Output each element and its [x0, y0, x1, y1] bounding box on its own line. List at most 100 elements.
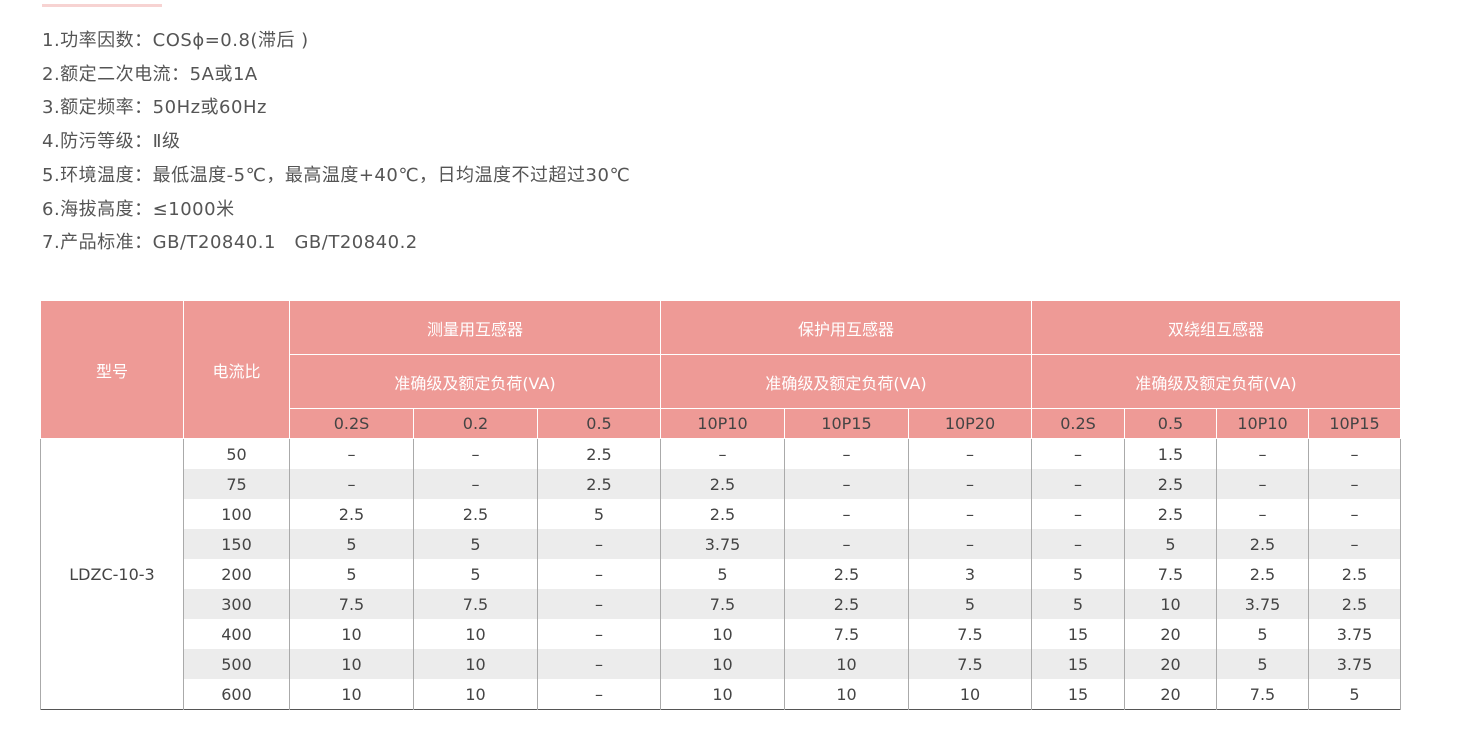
value-cell: 20	[1124, 649, 1217, 679]
value-cell: 3	[908, 559, 1032, 589]
value-cell: –	[1216, 469, 1309, 499]
value-cell: –	[413, 469, 538, 499]
ratio-cell: 600	[183, 679, 290, 710]
value-cell: –	[1216, 499, 1309, 529]
value-cell: 7.5	[1216, 679, 1309, 710]
table-row: 100 2.5 2.5 5 2.5– – –2.5– –	[41, 499, 1401, 529]
value-cell: 5	[1216, 649, 1309, 679]
value-cell: –	[289, 438, 414, 469]
value-cell: 2.5	[537, 438, 661, 469]
value-cell: 2.5	[1124, 499, 1217, 529]
value-cell: –	[537, 589, 661, 619]
value-cell: 2.5	[784, 559, 909, 589]
value-cell: –	[1031, 529, 1125, 559]
spec-table: 型号 电流比 测量用互感器 保护用互感器 双绕组互感器 准确级及额定负荷(VA)…	[40, 300, 1401, 710]
value-cell: 10	[660, 649, 785, 679]
value-cell: 2.5	[1216, 559, 1309, 589]
column-header: 0.2S	[1031, 408, 1125, 439]
spec-item: 5.环境温度：最低温度-5℃，最高温度+40℃，日均温度不过超过30℃	[42, 164, 631, 186]
value-cell: –	[537, 649, 661, 679]
table-row: 300 7.5 7.5–7.5 2.5 5 5 10 3.75 2.5	[41, 589, 1401, 619]
value-cell: 5	[1308, 679, 1401, 710]
value-cell: 10	[908, 679, 1032, 710]
value-cell: –	[908, 499, 1032, 529]
value-cell: 10	[1124, 589, 1217, 619]
value-cell: 7.5	[908, 619, 1032, 649]
value-cell: 2.5	[1216, 529, 1309, 559]
group-subheader: 准确级及额定负荷(VA)	[1031, 354, 1401, 409]
value-cell: –	[784, 499, 909, 529]
table-row: 500 10 10–10 10 7.5 15 20 5 3.75	[41, 649, 1401, 679]
value-cell: 7.5	[908, 649, 1032, 679]
group-header: 双绕组互感器	[1031, 300, 1401, 355]
value-cell: 10	[289, 649, 414, 679]
value-cell: 10	[784, 649, 909, 679]
value-cell: –	[537, 619, 661, 649]
value-cell: 5	[1031, 559, 1125, 589]
ratio-cell: 100	[183, 499, 290, 529]
value-cell: 7.5	[784, 619, 909, 649]
spec-item: 1.功率因数：COSϕ=0.8(滞后 )	[42, 30, 309, 51]
value-cell: 20	[1124, 619, 1217, 649]
value-cell: –	[1216, 438, 1309, 469]
table-row: 400 10 10–10 7.5 7.5 15 20 5 3.75	[41, 619, 1401, 649]
spec-item: 2.额定二次电流：5A或1A	[42, 63, 258, 85]
value-cell: –	[289, 469, 414, 499]
spec-list: 1.功率因数：COSϕ=0.8(滞后 ) 2.额定二次电流：5A或1A 3.额定…	[42, 24, 630, 260]
value-cell: 15	[1031, 679, 1125, 710]
ratio-cell: 150	[183, 529, 290, 559]
value-cell: –	[908, 529, 1032, 559]
group-subheader: 准确级及额定负荷(VA)	[660, 354, 1032, 409]
column-header: 0.2S	[289, 408, 414, 439]
value-cell: 5	[1216, 619, 1309, 649]
value-cell: –	[1308, 438, 1401, 469]
spec-item: 6.海拔高度：≤1000米	[42, 198, 235, 220]
value-cell: 1.5	[1124, 438, 1217, 469]
value-cell: 3.75	[660, 529, 785, 559]
value-cell: 10	[660, 619, 785, 649]
value-cell: 7.5	[660, 589, 785, 619]
value-cell: 2.5	[289, 499, 414, 529]
value-cell: –	[908, 438, 1032, 469]
column-header: 10P20	[908, 408, 1032, 439]
column-header: 10P15	[784, 408, 909, 439]
table-row: 75– –2.5 2.5– – –2.5– –	[41, 469, 1401, 499]
value-cell: 5	[537, 499, 661, 529]
value-cell: 5	[660, 559, 785, 589]
table-row: 200 5 5–5 2.5 3 5 7.5 2.5 2.5	[41, 559, 1401, 589]
ratio-cell: 200	[183, 559, 290, 589]
value-cell: 5	[413, 559, 538, 589]
value-cell: 2.5	[1124, 469, 1217, 499]
group-header: 保护用互感器	[660, 300, 1032, 355]
value-cell: 5	[908, 589, 1032, 619]
spec-item: 3.额定频率：50Hz或60Hz	[42, 97, 267, 119]
value-cell: 3.75	[1308, 649, 1401, 679]
value-cell: 7.5	[1124, 559, 1217, 589]
column-header: 0.5	[1124, 408, 1217, 439]
value-cell: 10	[660, 679, 785, 710]
value-cell: 10	[784, 679, 909, 710]
value-cell: –	[908, 469, 1032, 499]
table-row: 150 5 5–3.75– – –5 2.5–	[41, 529, 1401, 559]
section-heading-cut	[42, 0, 162, 7]
value-cell: 15	[1031, 619, 1125, 649]
value-cell: 10	[289, 619, 414, 649]
value-cell: 5	[1124, 529, 1217, 559]
value-cell: 2.5	[784, 589, 909, 619]
ratio-cell: 50	[183, 438, 290, 469]
value-cell: 5	[289, 529, 414, 559]
ratio-cell: 500	[183, 649, 290, 679]
value-cell: 3.75	[1216, 589, 1309, 619]
value-cell: 7.5	[413, 589, 538, 619]
column-header: 0.2	[413, 408, 538, 439]
column-header: 0.5	[537, 408, 661, 439]
value-cell: –	[784, 438, 909, 469]
value-cell: 3.75	[1308, 619, 1401, 649]
value-cell: 2.5	[660, 499, 785, 529]
table-row: LDZC-10-3 50– –2.5– – – –1.5– –	[40, 438, 1401, 710]
value-cell: 2.5	[1308, 559, 1401, 589]
ratio-cell: 400	[183, 619, 290, 649]
value-cell: 7.5	[289, 589, 414, 619]
value-cell: –	[784, 469, 909, 499]
value-cell: 5	[413, 529, 538, 559]
